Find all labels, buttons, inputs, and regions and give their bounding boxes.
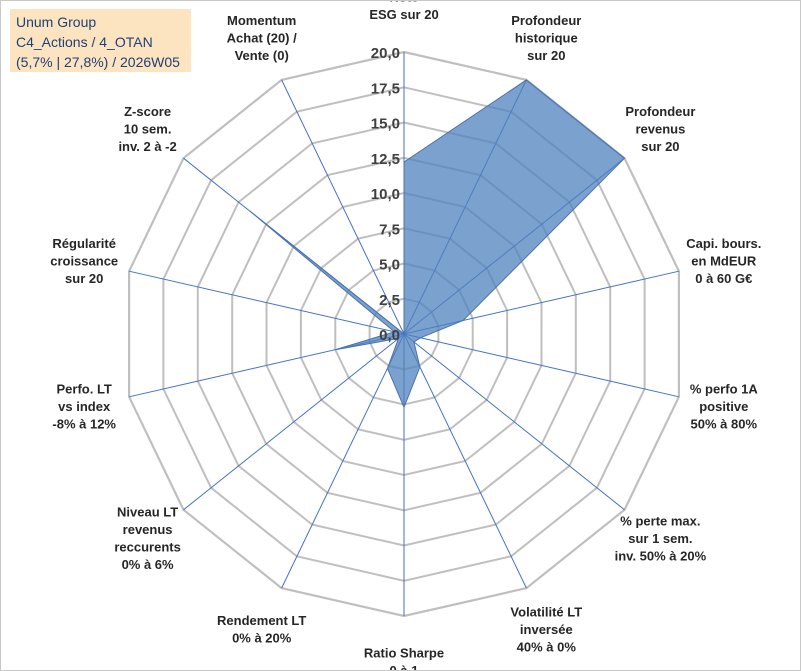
tick-label: 5,0 — [379, 257, 400, 274]
radial-tick-labels: 0,0 2,5 5,0 7,5 10,0 12,5 15,0 17,5 20,0 — [371, 45, 400, 344]
axis-label: Z-score 10 sem. inv. 2 à -2 — [118, 104, 176, 154]
axis-spoke — [403, 333, 680, 398]
axis-label: Momentum Achat (20) / Vente (0) — [227, 13, 297, 63]
axis-spoke — [128, 270, 405, 335]
axis-label-line: ESG sur 20 — [369, 7, 438, 22]
axis-label: Ratio Sharpe 0 à 1 — [364, 646, 444, 671]
axis-label: Régularité croissance sur 20 — [50, 236, 118, 286]
axis-label: Perfo. LT vs index -8% à 12% — [52, 382, 116, 432]
tick-label: 15,0 — [371, 116, 400, 133]
axis-label-line: Rendement LT — [217, 613, 306, 628]
axis-label-line: inv. 50% à 20% — [615, 548, 707, 563]
axis-labels: Note ESG sur 20 Profondeur historique sur 20… — [50, 1, 761, 670]
axis-label-line: 0% à 6% — [122, 557, 174, 572]
axis-label-line: vs index — [58, 399, 111, 414]
axis-label-line: Régularité — [52, 236, 116, 251]
axis-label-line: Capi. bours. — [686, 236, 761, 251]
radar-series — [249, 79, 626, 409]
axis-label: Volatilité LT inversée 40% à 0% — [510, 604, 582, 654]
axis-label-line: sur 20 — [641, 139, 679, 154]
axis-label-line: 0% à 20% — [232, 631, 292, 646]
axis-label-line: en MdEUR — [691, 253, 757, 268]
axis-label-line: 50% à 80% — [691, 417, 758, 432]
axis-label-line: % perfo 1A — [690, 382, 759, 397]
axis-label-line: Momentum — [227, 13, 296, 28]
axis-spoke — [183, 333, 405, 511]
axis-label-line: inversée — [520, 622, 573, 637]
axis-label-line: 0 à 60 G€ — [695, 271, 752, 286]
axis-label-line: Achat (20) / — [227, 31, 297, 46]
portfolio-name: C4_Actions / 4_OTAN — [16, 34, 153, 50]
axis-label: % perfo 1A positive 50% à 80% — [690, 382, 759, 432]
tick-label: 7,5 — [379, 221, 400, 238]
tick-label: 2,5 — [379, 292, 400, 309]
tick-label: 12,5 — [371, 151, 400, 168]
tick-label: 20,0 — [371, 45, 400, 62]
axis-label-line: 40% à 0% — [517, 639, 577, 654]
axis-spoke — [403, 333, 625, 511]
axis-spoke — [403, 333, 527, 589]
axis-label: Rendement LT 0% à 20% — [217, 613, 306, 646]
axis-label-line: Volatilité LT — [510, 604, 582, 619]
axis-label-line: Profondeur — [511, 13, 581, 28]
axis-label-line: Ratio Sharpe — [364, 646, 444, 661]
axis-label-line: 10 sem. — [124, 122, 172, 137]
axis-label-line: historique — [515, 31, 578, 46]
axis-label-line: % perte max. — [620, 513, 700, 528]
axis-label: Profondeur historique sur 20 — [511, 13, 581, 63]
info-box: Unum Group C4_Actions / 4_OTAN (5,7% | 2… — [10, 9, 191, 72]
axis-label-line: revenus — [635, 122, 685, 137]
axis-label-line: Vente (0) — [235, 48, 289, 63]
axis-label-line: reccurents — [114, 540, 180, 555]
tick-label: 17,5 — [371, 80, 400, 97]
company-name: Unum Group — [16, 14, 97, 30]
axis-label-line: sur 20 — [65, 271, 103, 286]
axis-label-line: Perfo. LT — [57, 382, 112, 397]
axis-label-line: 0 à 1 — [390, 663, 419, 670]
axis-label-line: sur 20 — [527, 48, 565, 63]
axis-label-line: revenus — [123, 522, 173, 537]
tick-label: 10,0 — [371, 186, 400, 203]
axis-label-line: Niveau LT — [117, 505, 178, 520]
axis-label-line: Z-score — [124, 104, 171, 119]
axis-label-line: Profondeur — [625, 104, 695, 119]
axis-label: Niveau LT revenus reccurents 0% à 6% — [114, 505, 180, 573]
axis-spoke — [281, 333, 405, 589]
axis-label-line: croissance — [50, 253, 118, 268]
portfolio-stats: (5,7% | 27,8%) / 2026W05 — [16, 54, 180, 70]
tick-label: 0,0 — [379, 327, 400, 344]
axis-label-line: Note — [390, 1, 419, 5]
axis-label: % perte max. sur 1 sem. inv. 50% à 20% — [615, 513, 707, 563]
axis-label-line: sur 1 sem. — [628, 531, 692, 546]
axis-label: Profondeur revenus sur 20 — [625, 104, 695, 154]
axis-label: Note ESG sur 20 — [369, 1, 438, 22]
axis-label-line: inv. 2 à -2 — [118, 139, 176, 154]
axis-spoke — [281, 79, 405, 335]
axis-label-line: -8% à 12% — [52, 417, 116, 432]
axis-label-line: positive — [699, 399, 748, 414]
axis-label: Capi. bours. en MdEUR 0 à 60 G€ — [686, 236, 761, 286]
series-area — [249, 79, 626, 409]
